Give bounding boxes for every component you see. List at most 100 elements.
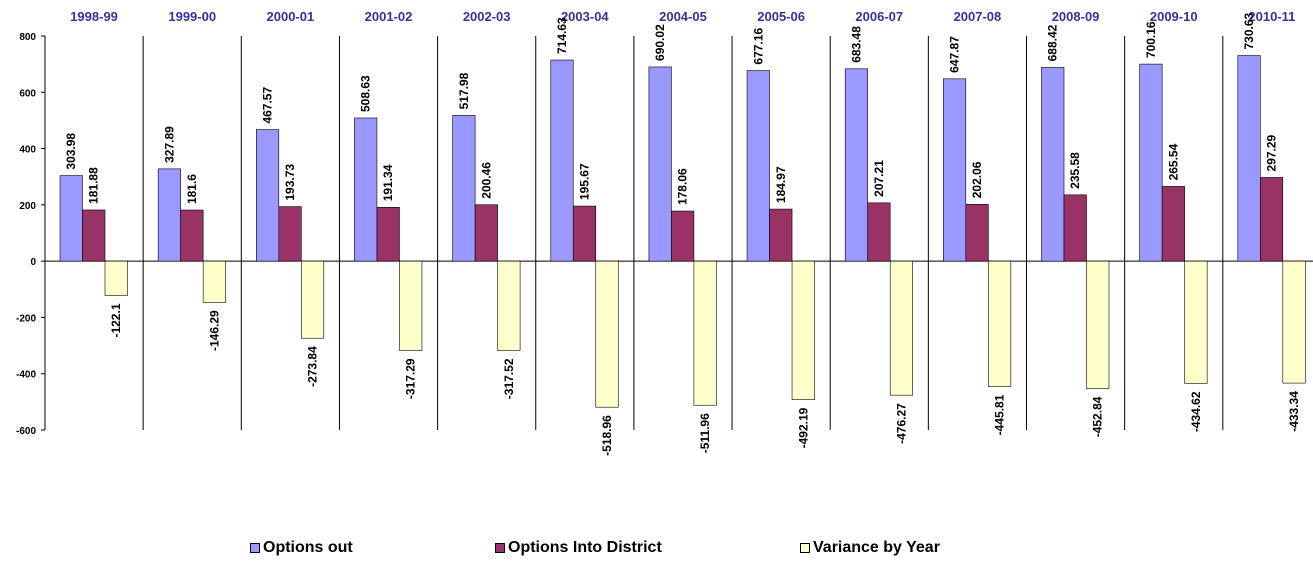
bar-variance-by-year <box>497 260 521 351</box>
bar-options-into-district <box>671 210 695 262</box>
data-label: 297.29 <box>1265 134 1279 171</box>
bar-variance-by-year <box>202 260 226 303</box>
data-label: 508.63 <box>359 75 373 112</box>
bar-options-out <box>648 66 672 262</box>
y-tick-label: -600 <box>16 426 36 437</box>
bar-options-into-district <box>965 203 989 262</box>
legend-swatch-options-out <box>250 543 260 553</box>
bar-options-into-district <box>867 202 891 262</box>
data-label: -445.81 <box>993 394 1007 435</box>
legend-swatch-variance-by-year <box>800 543 810 553</box>
bar-options-out <box>550 59 574 262</box>
category-label: 2003-04 <box>561 9 609 24</box>
category-label: 2008-09 <box>1052 9 1100 24</box>
bar-options-out <box>255 129 280 262</box>
bar-options-out <box>1237 55 1261 262</box>
data-label: 181.6 <box>185 174 199 204</box>
y-tick-label: 200 <box>19 201 36 212</box>
bar-options-into-district <box>376 206 400 262</box>
legend-label-options-out: Options out <box>263 539 353 556</box>
bar-variance-by-year <box>399 260 423 351</box>
y-tick-label: 600 <box>19 88 36 99</box>
category-label: 2001-02 <box>365 9 413 24</box>
data-label: -511.96 <box>698 413 712 453</box>
legend-item-options-out: Options out <box>250 539 495 557</box>
data-label: -317.29 <box>404 358 418 399</box>
legend: Options out Options Into District Varian… <box>250 539 940 557</box>
legend-item-options-into-district: Options Into District <box>495 539 800 557</box>
data-label: 202.06 <box>970 161 984 198</box>
data-label: -492.19 <box>796 407 810 448</box>
bar-variance-by-year <box>889 260 914 396</box>
bar-options-out <box>59 175 83 262</box>
data-label: 730.63 <box>1242 12 1256 49</box>
data-label: -273.84 <box>306 346 320 387</box>
data-label: 303.98 <box>64 133 78 170</box>
data-label: 265.54 <box>1166 143 1180 180</box>
legend-label-options-into-district: Options Into District <box>508 539 662 556</box>
bar-options-out <box>354 117 378 262</box>
data-label: -146.29 <box>207 310 221 351</box>
data-label: 195.67 <box>578 163 592 200</box>
bar-options-out <box>746 70 770 262</box>
category-label: 2010-11 <box>1248 9 1295 24</box>
category-label: 2005-06 <box>757 9 805 24</box>
data-label: 235.58 <box>1068 152 1082 189</box>
y-tick-label: 400 <box>19 145 36 156</box>
bar-variance-by-year <box>1184 260 1208 384</box>
category-label: 2007-08 <box>954 9 1002 24</box>
bar-options-into-district <box>180 209 204 262</box>
category-label: 2002-03 <box>463 9 511 24</box>
bar-variance-by-year <box>791 260 815 400</box>
y-tick-label: -200 <box>16 313 36 324</box>
category-label: 1998-99 <box>70 9 118 24</box>
bar-variance-by-year <box>104 260 128 296</box>
bar-variance-by-year <box>1282 260 1306 384</box>
bar-options-out <box>157 168 181 262</box>
bar-options-into-district <box>1260 177 1284 262</box>
data-label: -122.1 <box>109 303 123 337</box>
category-label: 2000-01 <box>267 9 315 24</box>
legend-swatch-options-into-district <box>495 543 505 553</box>
data-label: 714.63 <box>555 17 569 54</box>
bar-options-into-district <box>572 205 597 262</box>
data-label: 688.42 <box>1046 24 1060 61</box>
bar-options-into-district <box>1161 186 1185 262</box>
bar-variance-by-year <box>693 260 717 406</box>
bar-variance-by-year <box>1086 260 1110 389</box>
data-label: 207.21 <box>872 160 886 197</box>
bar-variance-by-year <box>988 260 1012 387</box>
bar-options-into-district <box>278 206 302 262</box>
data-label: 690.02 <box>653 24 667 61</box>
data-label: 677.16 <box>751 28 765 65</box>
bar-options-out <box>1041 67 1065 262</box>
data-label: 200.46 <box>479 162 493 199</box>
bar-variance-by-year <box>595 260 619 408</box>
data-label: 467.57 <box>261 87 275 124</box>
data-label: 700.16 <box>1144 21 1158 58</box>
data-label: 181.88 <box>87 167 101 204</box>
data-label: 193.73 <box>283 164 297 201</box>
bar-options-into-district <box>82 209 106 262</box>
legend-item-variance-by-year: Variance by Year <box>800 539 940 557</box>
data-label: 184.97 <box>774 166 788 203</box>
bar-options-into-district <box>769 208 793 262</box>
bar-options-out <box>943 78 967 262</box>
category-label: 2004-05 <box>659 9 707 24</box>
category-label: 1999-00 <box>168 9 216 24</box>
y-tick-label: 800 <box>19 32 36 43</box>
bar-chart: 800 600 400 200 0 -200 -400 -600 1998-99 1999-00 2… <box>16 9 1313 456</box>
category-label: 2006-07 <box>855 9 903 24</box>
y-tick-label: 0 <box>30 257 36 268</box>
data-label: -433.34 <box>1287 391 1301 432</box>
category-label: 2009-10 <box>1150 9 1198 24</box>
bar-options-into-district <box>1063 194 1087 262</box>
bar-options-into-district <box>474 204 498 262</box>
bar-options-out <box>1139 63 1163 262</box>
data-label: -518.96 <box>600 415 614 456</box>
data-label: -476.27 <box>894 403 908 444</box>
data-label: 327.89 <box>162 126 176 163</box>
data-label: -434.62 <box>1189 391 1203 432</box>
data-label: 191.34 <box>381 164 395 201</box>
